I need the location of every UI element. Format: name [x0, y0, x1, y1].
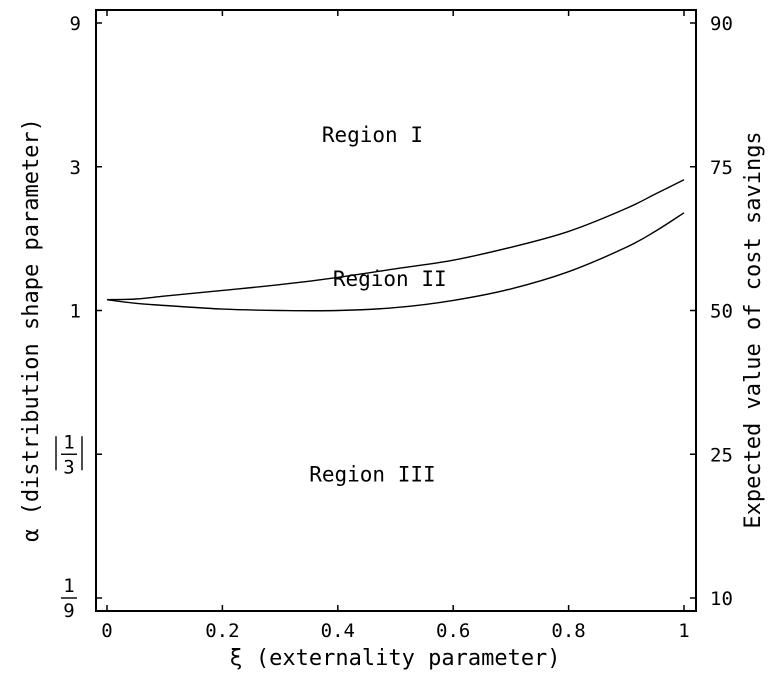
y-tick-label-right: 90	[710, 13, 733, 35]
y-tick-label-right: 10	[710, 588, 733, 610]
y-tick-label-left-numerator: 1	[63, 575, 74, 597]
y-tick-label-left-denominator: 3	[63, 456, 74, 478]
annotations: Region I Region II Region III	[309, 123, 446, 486]
y-tick-label-left: 9	[70, 13, 81, 35]
y-tick-label-left: 1	[70, 301, 81, 323]
plot-frame	[95, 9, 697, 612]
ticks	[96, 10, 696, 611]
y-tick-label-left-denominator: 9	[63, 600, 74, 622]
y-tick-label-left: 3	[70, 157, 81, 179]
region-label-3: Region III	[309, 462, 435, 486]
y-axis-label-left: α (distribution shape parameter)	[19, 118, 44, 542]
y-tick-label-right: 75	[710, 157, 733, 179]
y-tick-label-right: 25	[710, 444, 733, 466]
x-tick-label: 0.6	[436, 620, 470, 642]
y-axis-label-right: Expected value of cost savings	[741, 131, 766, 528]
curves	[106, 179, 685, 312]
x-tick-label: 0.2	[205, 620, 239, 642]
tick-labels: 0 0.2 0.4 0.6 0.8 1 9 3 1 1 3 1 9 90 75 50 25 10	[55, 13, 733, 642]
boundary-curve-1	[106, 179, 685, 301]
region-label-1: Region I	[322, 123, 423, 147]
y-tick-label-left-numerator: 1	[63, 431, 74, 453]
x-axis-label: ξ (externality parameter)	[229, 646, 560, 671]
region-label-2: Region II	[333, 267, 447, 291]
x-tick-label: 1	[678, 620, 689, 642]
y-tick-label-right: 50	[710, 301, 733, 323]
x-tick-label: 0.8	[551, 620, 585, 642]
boundary-curve-2	[106, 212, 685, 312]
x-tick-label: 0	[101, 620, 112, 642]
x-tick-label: 0.4	[321, 620, 355, 642]
